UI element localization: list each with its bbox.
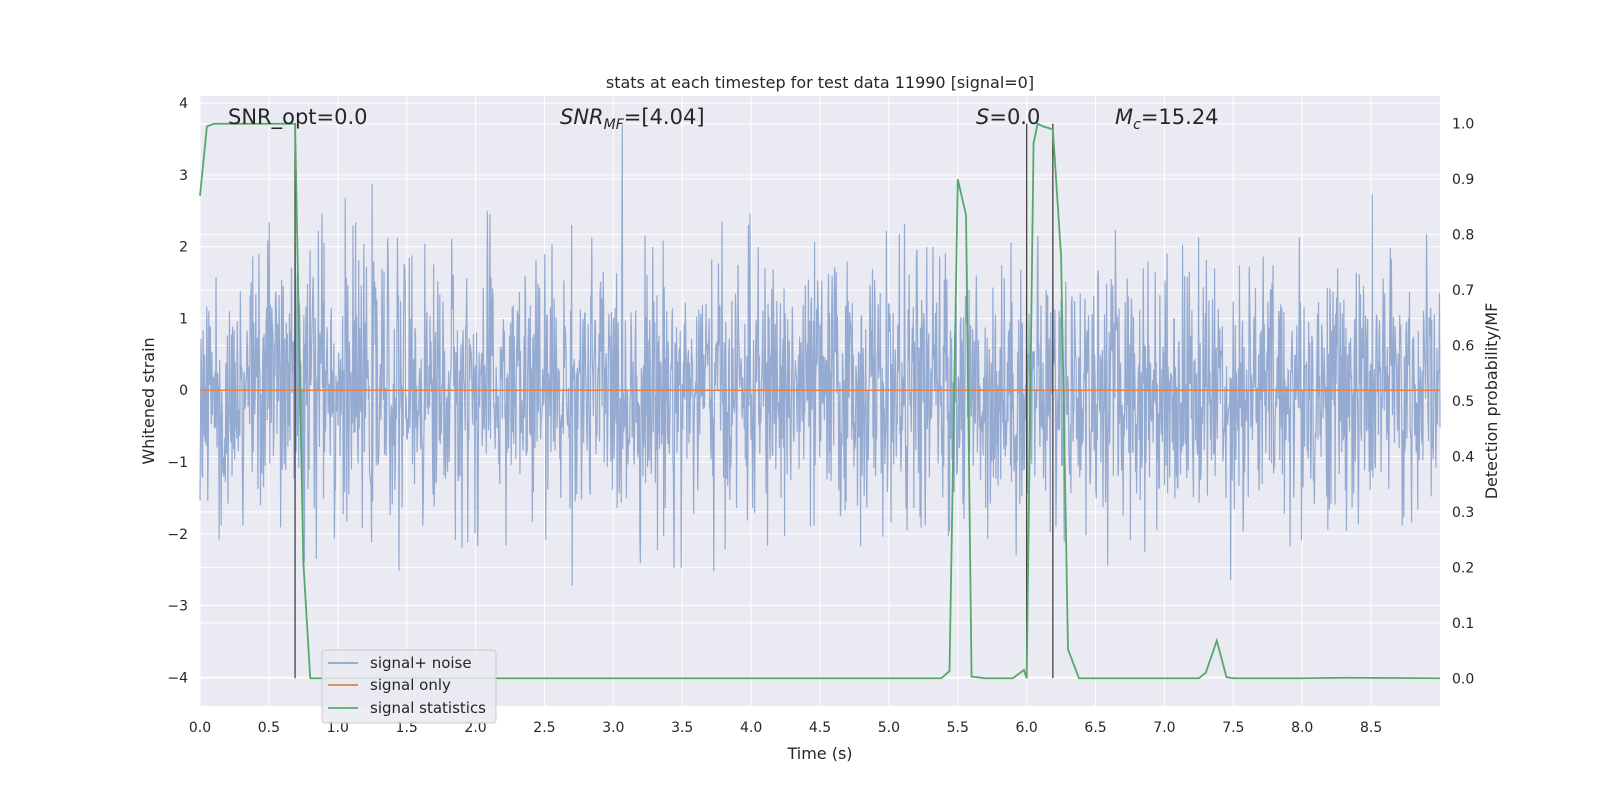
chart-title: stats at each timestep for test data 119… — [606, 73, 1034, 92]
x-tick-label: 4.5 — [809, 720, 831, 736]
legend-box — [321, 649, 497, 724]
signal-statistics-line — [199, 122, 1441, 680]
y-right-tick-label: 0.6 — [1452, 339, 1474, 355]
legend-label-signal-only: signal only — [370, 676, 451, 694]
x-tick-label: 2.0 — [464, 720, 486, 736]
y-right-tick-label: 0.2 — [1452, 560, 1474, 576]
x-tick-label: 2.5 — [533, 720, 555, 736]
annotation-mc: Mc=15.24 — [1115, 105, 1219, 133]
x-tick-label: 5.0 — [878, 720, 900, 736]
annotation-snr-opt: SNR_opt=0.0 — [228, 105, 368, 130]
legend-label-signal-noise: signal+ noise — [370, 654, 472, 672]
y-left-tick-label: −1 — [167, 455, 188, 471]
x-tick-label: 4.0 — [740, 720, 762, 736]
signal-statistics-series — [199, 122, 1441, 680]
x-tick-label: 0.0 — [189, 720, 211, 736]
legend-label-signal-statistics: signal statistics — [370, 699, 486, 717]
x-tick-labels: 0.0 0.5 1.0 1.5 2.0 2.5 3.0 3.5 4.0 4.5 5.0 5.5 6.0 6… — [189, 720, 1382, 736]
annotation-snr-mf: SNRMF=[4.04] — [560, 105, 705, 133]
y-right-tick-label: 0.0 — [1452, 671, 1474, 687]
x-tick-label: 6.0 — [1016, 720, 1038, 736]
x-tick-label: 0.5 — [258, 720, 280, 736]
y-right-tick-label: 0.9 — [1452, 172, 1474, 188]
y-axis-left-label: Whitened strain — [139, 337, 158, 464]
x-axis-label: Time (s) — [786, 744, 852, 763]
y-left-tick-label: 0 — [179, 383, 188, 399]
y-left-tick-label: 3 — [179, 168, 188, 184]
y-right-tick-label: 0.4 — [1452, 449, 1474, 465]
legend: signal+ noise signal only signal statist… — [321, 649, 497, 724]
y-left-tick-label: 1 — [179, 311, 188, 327]
x-tick-label: 5.5 — [947, 720, 969, 736]
y-left-tick-label: 4 — [179, 96, 188, 112]
y-axis-right-label: Detection probability/MF — [1482, 303, 1501, 500]
x-tick-label: 3.5 — [671, 720, 693, 736]
vertical-markers — [294, 123, 1054, 679]
x-tick-label: 8.0 — [1291, 720, 1313, 736]
y-left-tick-label: 2 — [179, 240, 188, 256]
x-tick-label: 1.5 — [396, 720, 418, 736]
y-left-tick-label: −2 — [167, 527, 188, 543]
y-right-tick-label: 1.0 — [1452, 117, 1474, 133]
y-right-tick-labels: 1.0 0.9 0.8 0.7 0.6 0.5 0.4 0.3 0.2 0.1 0.0 — [1452, 117, 1474, 688]
y-left-tick-label: −3 — [167, 599, 188, 615]
y-right-tick-label: 0.7 — [1452, 283, 1474, 299]
y-right-tick-label: 0.5 — [1452, 394, 1474, 410]
y-right-tick-label: 0.1 — [1452, 616, 1474, 632]
y-left-tick-labels: 4 3 2 1 0 −1 −2 −3 −4 — [167, 96, 188, 686]
y-left-tick-label: −4 — [167, 670, 188, 686]
y-right-tick-label: 0.3 — [1452, 505, 1474, 521]
x-tick-label: 8.5 — [1360, 720, 1382, 736]
x-tick-label: 3.0 — [602, 720, 624, 736]
annotation-s: S=0.0 — [976, 105, 1040, 129]
x-tick-label: 7.5 — [1222, 720, 1244, 736]
y-right-tick-label: 0.8 — [1452, 228, 1474, 244]
x-tick-label: 1.0 — [327, 720, 349, 736]
x-tick-label: 6.5 — [1084, 720, 1106, 736]
x-tick-label: 7.0 — [1153, 720, 1175, 736]
